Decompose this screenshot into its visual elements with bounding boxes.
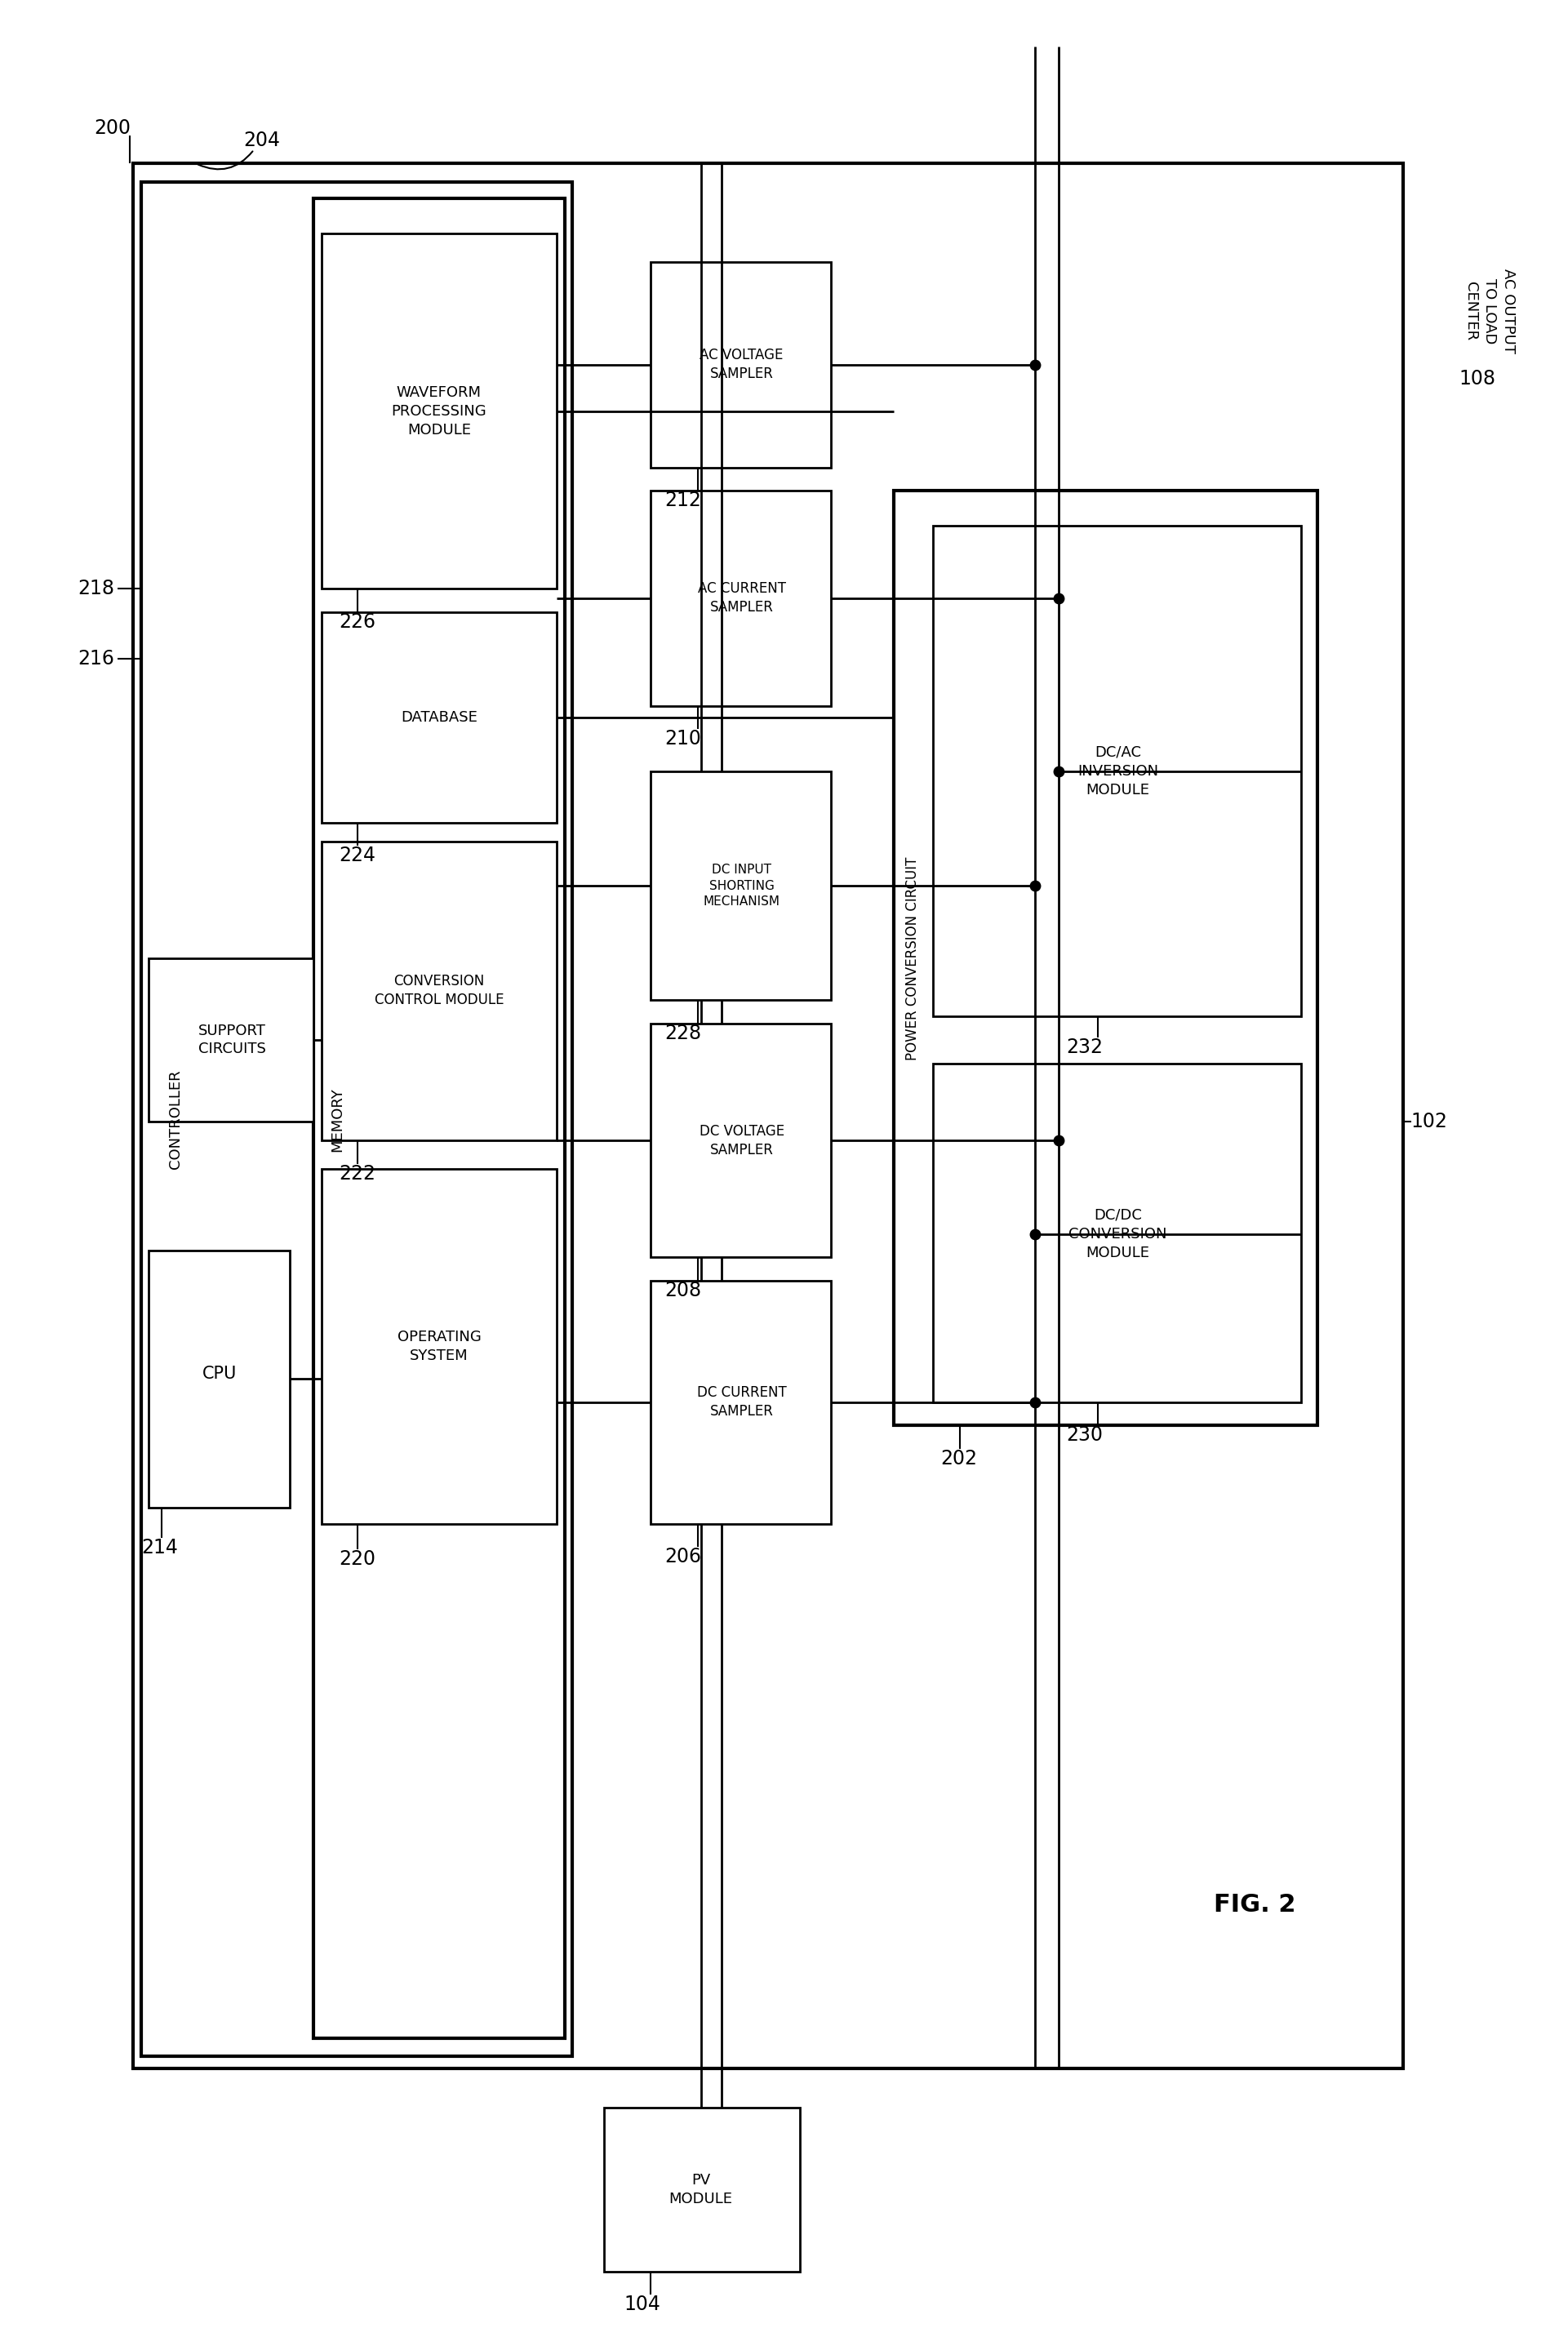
Text: CONVERSION
CONTROL MODULE: CONVERSION CONTROL MODULE — [375, 975, 503, 1007]
Bar — [321, 612, 557, 823]
Text: 230: 230 — [1066, 1426, 1102, 1444]
Text: FIG. 2: FIG. 2 — [1214, 1893, 1295, 1916]
Text: CPU: CPU — [202, 1367, 237, 1381]
Text: 228: 228 — [665, 1024, 701, 1042]
Text: 208: 208 — [665, 1281, 701, 1299]
Bar — [651, 1024, 831, 1257]
Bar — [314, 199, 564, 2038]
Text: PV
MODULE: PV MODULE — [670, 2173, 732, 2206]
Text: 108: 108 — [1458, 369, 1496, 388]
Text: AC OUTPUT
TO LOAD
CENTER: AC OUTPUT TO LOAD CENTER — [1463, 269, 1516, 353]
Text: DC VOLTAGE
SAMPLER: DC VOLTAGE SAMPLER — [699, 1124, 784, 1157]
Bar — [133, 164, 1403, 2068]
Text: 214: 214 — [141, 1538, 177, 1556]
Bar — [141, 182, 572, 2057]
Text: DC/AC
INVERSION
MODULE: DC/AC INVERSION MODULE — [1077, 746, 1159, 797]
Text: 102: 102 — [1411, 1112, 1447, 1131]
Text: 220: 220 — [339, 1549, 375, 1568]
Text: SUPPORT
CIRCUITS: SUPPORT CIRCUITS — [198, 1024, 267, 1056]
Text: 222: 222 — [339, 1164, 375, 1183]
Bar — [651, 262, 831, 467]
Text: 224: 224 — [339, 846, 375, 865]
Text: DC CURRENT
SAMPLER: DC CURRENT SAMPLER — [696, 1386, 787, 1419]
Bar — [321, 234, 557, 589]
Text: OPERATING
SYSTEM: OPERATING SYSTEM — [397, 1330, 481, 1362]
Bar — [321, 1168, 557, 1524]
Text: 206: 206 — [665, 1547, 701, 1566]
Text: DC/DC
CONVERSION
MODULE: DC/DC CONVERSION MODULE — [1069, 1208, 1167, 1260]
Text: WAVEFORM
PROCESSING
MODULE: WAVEFORM PROCESSING MODULE — [392, 386, 486, 437]
Bar — [651, 771, 831, 1000]
Bar — [933, 1063, 1301, 1402]
Text: 104: 104 — [624, 2295, 660, 2314]
Text: 232: 232 — [1066, 1038, 1102, 1056]
Text: AC VOLTAGE
SAMPLER: AC VOLTAGE SAMPLER — [699, 348, 784, 381]
Text: 212: 212 — [665, 491, 701, 509]
Text: 204: 204 — [243, 131, 279, 150]
Text: 202: 202 — [941, 1449, 977, 1468]
Bar — [894, 491, 1317, 1426]
Bar — [321, 841, 557, 1140]
Text: 210: 210 — [665, 729, 701, 748]
Text: CONTROLLER: CONTROLLER — [168, 1070, 183, 1168]
Bar — [149, 1250, 290, 1507]
Text: POWER CONVERSION CIRCUIT: POWER CONVERSION CIRCUIT — [905, 855, 920, 1061]
Text: 226: 226 — [339, 612, 375, 631]
Bar — [651, 1281, 831, 1524]
Bar — [604, 2108, 800, 2272]
Bar — [651, 491, 831, 706]
Bar — [149, 958, 314, 1122]
Bar — [933, 526, 1301, 1017]
Text: AC CURRENT
SAMPLER: AC CURRENT SAMPLER — [698, 582, 786, 615]
Text: 200: 200 — [94, 119, 130, 138]
Text: DC INPUT
SHORTING
MECHANISM: DC INPUT SHORTING MECHANISM — [704, 865, 779, 907]
Text: DATABASE: DATABASE — [401, 710, 477, 724]
Text: 216: 216 — [78, 650, 114, 668]
Text: 218: 218 — [78, 580, 114, 598]
Text: MEMORY: MEMORY — [329, 1087, 345, 1152]
